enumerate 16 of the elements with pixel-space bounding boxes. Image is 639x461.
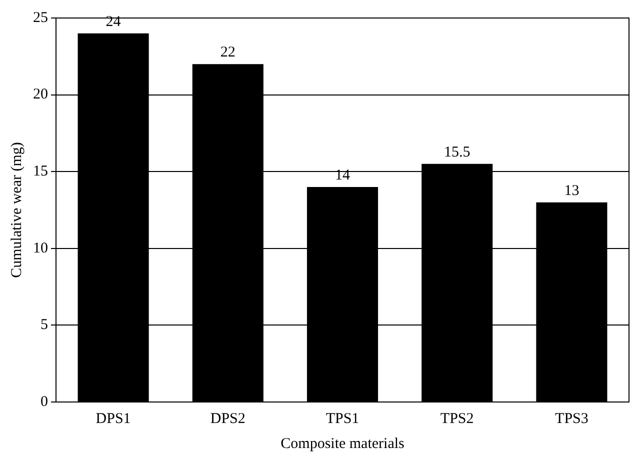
y-tick-label: 5 (40, 317, 48, 334)
y-tick-label: 20 (33, 86, 48, 103)
x-tick-label: TPS2 (440, 410, 474, 427)
y-tick-label: 15 (33, 164, 48, 180)
data-label: 22 (220, 44, 236, 61)
x-tick-label: DPS1 (96, 410, 131, 427)
x-tick-label: DPS2 (210, 410, 246, 427)
data-label: 13 (564, 182, 580, 199)
y-tick-label: 0 (40, 394, 48, 410)
y-axis-title: Cumulative wear (mg) (8, 142, 25, 278)
x-axis-title: Composite materials (280, 436, 405, 452)
y-tick-label: 10 (33, 240, 48, 256)
data-label: 15.5 (444, 144, 470, 160)
y-tick-label: 25 (33, 10, 48, 26)
x-tick-label: TPS3 (555, 410, 588, 427)
x-tick-label: TPS1 (326, 410, 360, 427)
